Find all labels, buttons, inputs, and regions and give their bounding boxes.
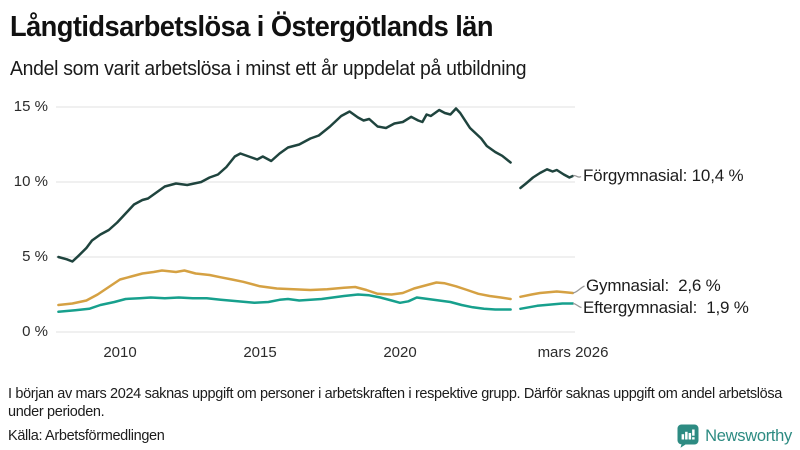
y-tick-10: 10 % <box>13 173 48 190</box>
y-tick-15: 15 % <box>13 98 48 115</box>
source: Källa: Arbetsförmedlingen <box>8 428 165 444</box>
branding: Newsworthy <box>677 424 792 448</box>
series-line-eftergymnasial-seg2 <box>519 302 575 311</box>
series-label-gymnasial: Gymnasial: 2,6 % <box>586 276 721 295</box>
series-label-forgymnasial: Förgymnasial: 10,4 % <box>583 166 744 185</box>
x-tick-2010: 2010 <box>103 344 137 361</box>
chart-subtitle: Andel som varit arbetslösa i minst ett å… <box>10 58 527 80</box>
series-line-förgymnasial-seg2 <box>519 168 575 190</box>
chart-title: Långtidsarbetslösa i Östergötlands län <box>10 11 494 43</box>
series-line-gymnasial-seg2 <box>519 290 575 299</box>
gridlines <box>56 106 575 333</box>
series-lines <box>57 107 575 314</box>
connector-eftergymnasial <box>572 302 582 309</box>
y-tick-0: 0 % <box>22 323 48 340</box>
x-tick-2015: 2015 <box>243 344 277 361</box>
footnote: I början av mars 2024 saknas uppgift om … <box>8 386 782 420</box>
connector-gymnasial <box>572 285 585 294</box>
connector-forgymnasial <box>572 174 582 178</box>
series-line-förgymnasial-seg1 <box>57 107 512 263</box>
branding-name: Newsworthy <box>705 426 792 445</box>
x-tick-2020: 2020 <box>383 344 417 361</box>
y-tick-5: 5 % <box>22 248 48 265</box>
x-tick-mars-2026: mars 2026 <box>537 344 609 361</box>
series-label-eftergymnasial: Eftergymnasial: 1,9 % <box>583 298 749 317</box>
newsworthy-icon <box>677 424 699 448</box>
label-connectors <box>572 174 585 309</box>
series-line-eftergymnasial-seg1 <box>57 293 512 314</box>
series-line-gymnasial-seg1 <box>57 269 512 307</box>
